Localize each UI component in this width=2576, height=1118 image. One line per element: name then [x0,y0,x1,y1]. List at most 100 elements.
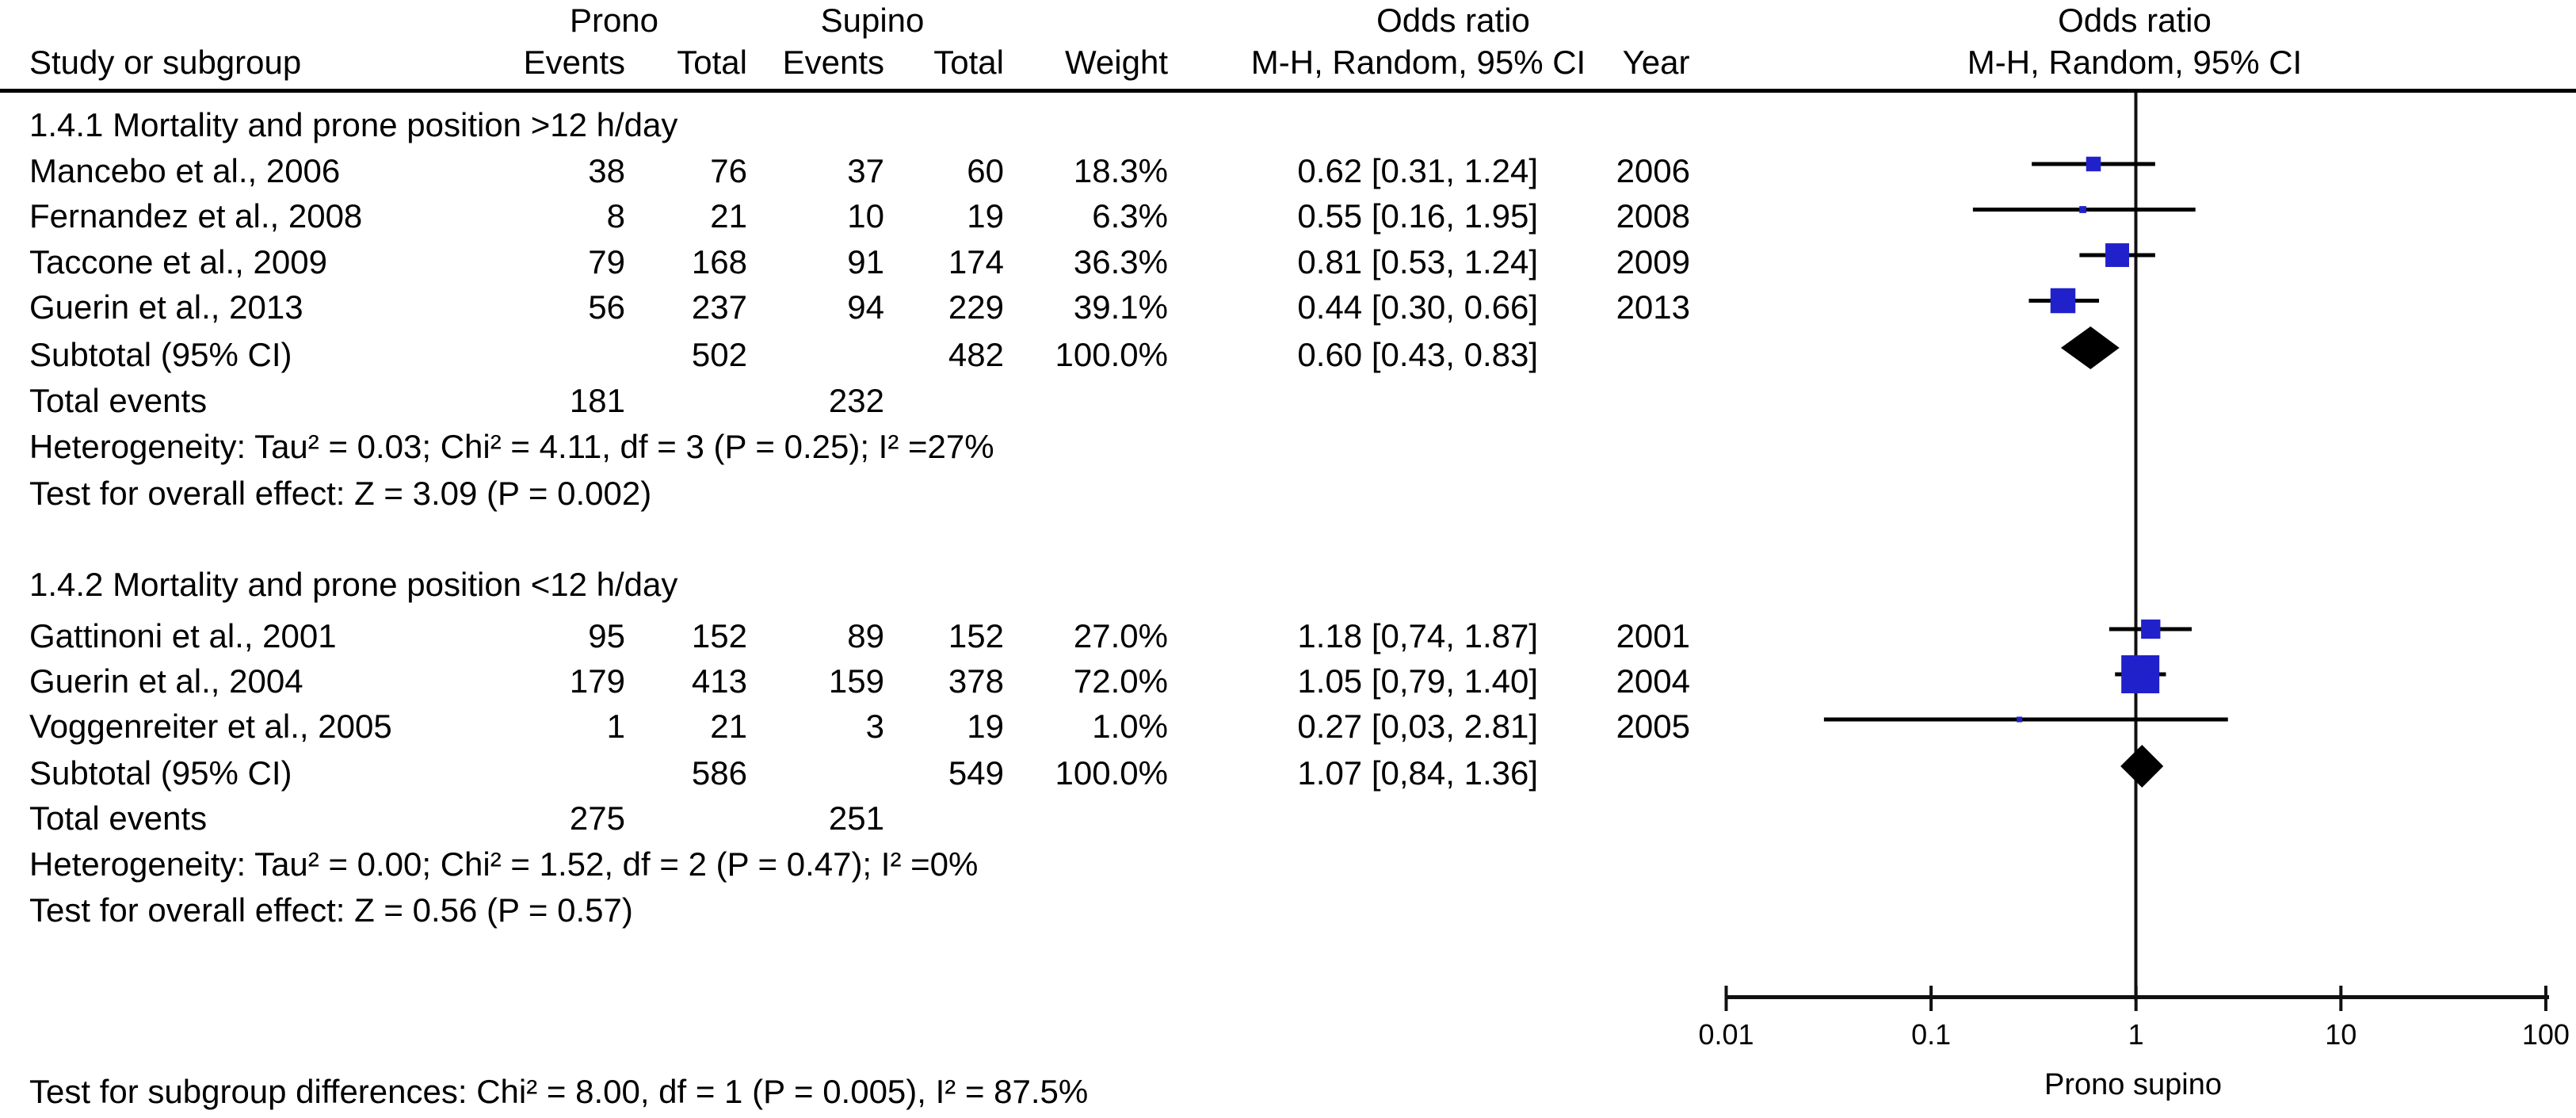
or-square-marker [2017,716,2023,723]
subtotal-weight: 100.0% [1055,336,1168,373]
prono-total-value: 76 [710,152,747,189]
subtotal-supino-total: 482 [948,336,1004,373]
section-title: 1.4.2 Mortality and prone position <12 h… [29,566,677,603]
supino-events-value: 89 [847,617,884,654]
x-axis-caption: Prono supino [2044,1068,2222,1101]
column-header-prono-events: Events [524,44,625,81]
or-square-marker [2141,619,2161,639]
heterogeneity-text: Heterogeneity: Tau² = 0.00; Chi² = 1.52,… [29,845,978,883]
weight-value: 27.0% [1074,617,1168,654]
total-events-label: Total events [29,799,207,837]
year-value: 2004 [1616,662,1690,700]
x-axis-tick-label: 0.01 [1698,1018,1754,1051]
prono-events-value: 56 [588,288,625,326]
supino-total-value: 229 [948,288,1004,326]
study-label: Taccone et al., 2009 [29,243,327,280]
plot-headers: Prono Supino Odds ratio Odds ratio Study… [29,2,2302,81]
subtotal-label: Subtotal (95% CI) [29,754,292,792]
study-label: Voggenreiter et al., 2005 [29,708,392,745]
total-events-supino: 232 [829,382,884,419]
prono-total-value: 152 [692,617,747,654]
or-square-marker [2079,206,2086,213]
prono-total-value: 413 [692,662,747,700]
table-rows: 1.4.1 Mortality and prone position >12 h… [29,106,1690,929]
supino-total-value: 378 [948,662,1004,700]
supino-events-value: 91 [847,243,884,280]
overall-effect-text: Test for overall effect: Z = 0.56 (P = 0… [29,891,633,929]
weight-value: 1.0% [1092,708,1168,745]
column-header-supino-events: Events [783,44,884,81]
odds-ratio-ci-value: 0.81 [0.53, 1.24] [1297,243,1538,280]
subtotal-odds-ratio-ci: 1.07 [0,84, 1.36] [1297,754,1538,792]
column-header-prono-total: Total [677,44,747,81]
study-label: Mancebo et al., 2006 [29,152,340,189]
odds-ratio-header-right: Odds ratio [2058,2,2212,39]
column-header-year: Year [1623,44,1690,81]
supino-total-value: 60 [967,152,1004,189]
year-value: 2005 [1616,708,1690,745]
year-value: 2013 [1616,288,1690,326]
x-axis-tick-label: 10 [2325,1018,2357,1051]
year-value: 2009 [1616,243,1690,280]
study-label: Guerin et al., 2004 [29,662,303,700]
x-axis-tick-label: 100 [2522,1018,2570,1051]
plot-markers [1823,156,2228,788]
prono-total-value: 237 [692,288,747,326]
or-square-marker [2086,156,2101,172]
x-axis-tick-label: 0.1 [1911,1018,1951,1051]
subtotal-prono-total: 586 [692,754,747,792]
subtotal-diamond [2060,326,2120,369]
weight-value: 18.3% [1074,152,1168,189]
weight-value: 36.3% [1074,243,1168,280]
odds-ratio-ci-value: 0.55 [0.16, 1.95] [1297,197,1538,235]
prono-events-value: 79 [588,243,625,280]
x-axis-line [1727,995,2549,999]
column-header-supino-total: Total [933,44,1004,81]
column-header-mh-right: M-H, Random, 95% CI [1967,44,2302,81]
x-axis-tick-label: 1 [2128,1018,2144,1051]
subtotal-odds-ratio-ci: 0.60 [0.43, 0.83] [1297,336,1538,373]
x-axis-tick [2544,986,2547,1011]
section-title: 1.4.1 Mortality and prone position >12 h… [29,106,677,143]
odds-ratio-header-left: Odds ratio [1376,2,1530,39]
header-separator-line [0,89,2576,93]
column-header-mh-left: M-H, Random, 95% CI [1251,44,1586,81]
x-axis-tick [1929,986,1933,1011]
or-square-marker [2121,655,2160,693]
subtotal-prono-total: 502 [692,336,747,373]
group-header-supino: Supino [821,2,925,39]
prono-total-value: 21 [710,708,747,745]
odds-ratio-ci-value: 0.62 [0.31, 1.24] [1297,152,1538,189]
weight-value: 72.0% [1074,662,1168,700]
ci-line [1823,717,2228,722]
group-header-prono: Prono [570,2,658,39]
supino-events-value: 94 [847,288,884,326]
prono-events-value: 179 [570,662,625,700]
study-label: Fernandez et al., 2008 [29,197,362,235]
x-axis: 0.01 0.1 1 10 100 [1698,986,2570,1051]
subtotal-diamond [2120,745,2164,788]
column-header-weight: Weight [1065,44,1168,81]
supino-events-value: 37 [847,152,884,189]
x-axis-tick [2134,986,2138,1011]
subtotal-label: Subtotal (95% CI) [29,336,292,373]
prono-events-value: 38 [588,152,625,189]
total-events-label: Total events [29,382,207,419]
supino-events-value: 3 [866,708,884,745]
supino-events-value: 10 [847,197,884,235]
prono-events-value: 8 [607,197,625,235]
overall-effect-text: Test for overall effect: Z = 3.09 (P = 0… [29,475,651,512]
total-events-prono: 275 [570,799,625,837]
x-axis-tick [2339,986,2343,1011]
prono-events-value: 95 [588,617,625,654]
year-value: 2006 [1616,152,1690,189]
weight-value: 39.1% [1074,288,1168,326]
prono-total-value: 21 [710,197,747,235]
or-square-marker [2105,243,2129,267]
total-events-supino: 251 [829,799,884,837]
year-value: 2008 [1616,197,1690,235]
study-label: Guerin et al., 2013 [29,288,303,326]
supino-total-value: 19 [967,708,1004,745]
